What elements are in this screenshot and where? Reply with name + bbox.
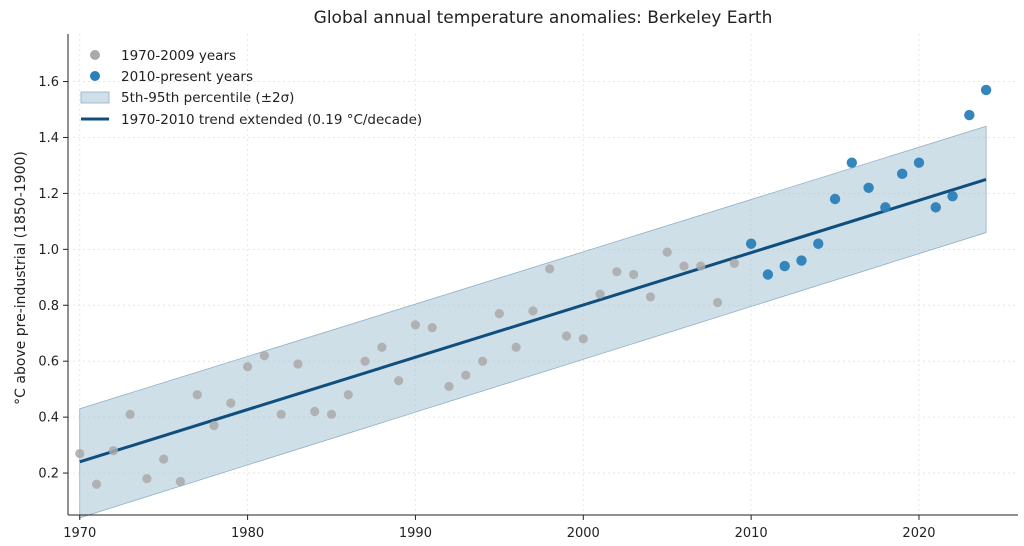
point-1970-2009	[394, 376, 404, 386]
point-2010-present	[930, 202, 941, 213]
legend-label-1970-2009: 1970-2009 years	[121, 48, 236, 64]
point-2010-present	[863, 182, 874, 194]
y-tick-label: 0.8	[38, 299, 59, 314]
point-1970-2009	[662, 247, 672, 257]
point-1970-2009	[192, 390, 202, 400]
x-tick-label: 2020	[902, 526, 935, 541]
point-1970-2009	[679, 261, 689, 271]
legend-label-percentile-band: 5th-95th percentile (±2σ)	[121, 90, 294, 106]
point-1970-2009	[729, 258, 739, 268]
point-1970-2009	[545, 264, 555, 274]
point-1970-2009	[108, 446, 118, 456]
legend-label-trend: 1970-2010 trend extended (0.19 °C/decade…	[121, 112, 422, 128]
point-2010-present	[880, 202, 891, 213]
point-1970-2009	[293, 359, 303, 369]
point-1970-2009	[494, 309, 504, 319]
point-1970-2009	[528, 306, 538, 316]
legend-marker-percentile-band	[80, 91, 110, 104]
point-1970-2009	[444, 381, 454, 391]
point-1970-2009	[142, 474, 152, 484]
legend-marker-1970-2009	[90, 50, 100, 60]
point-2010-present	[762, 269, 774, 280]
point-2010-present	[779, 260, 790, 272]
axes	[67, 34, 1018, 516]
point-2010-present	[964, 109, 975, 121]
y-axis-label: °C above pre-industrial (1850-1900)	[13, 151, 29, 405]
point-1970-2009	[712, 297, 723, 308]
x-tick-label: 2010	[735, 526, 768, 541]
point-1970-2009	[578, 334, 588, 344]
point-1970-2009	[511, 342, 521, 352]
point-1970-2009	[226, 398, 236, 408]
chart-title: Global annual temperature anomalies: Ber…	[314, 8, 773, 28]
y-tick-label: 0.6	[38, 355, 59, 370]
point-1970-2009	[91, 479, 102, 489]
point-1970-2009	[125, 409, 135, 419]
y-ticks: 0.2 0.4 0.6 0.8 1.0 1.2 1.4 1.6	[38, 75, 68, 482]
point-2010-present	[745, 238, 757, 249]
point-1970-2009	[259, 350, 269, 361]
points-layer	[75, 84, 992, 489]
point-1970-2009	[427, 323, 437, 333]
point-1970-2009	[377, 342, 387, 352]
point-1970-2009	[343, 390, 353, 400]
point-1970-2009	[242, 362, 253, 372]
point-1970-2009	[461, 370, 471, 380]
point-2010-present	[980, 84, 992, 96]
point-1970-2009	[629, 269, 639, 280]
trend-layer	[79, 177, 987, 464]
point-1970-2009	[561, 331, 572, 341]
point-2010-present	[829, 193, 841, 205]
point-1970-2009	[696, 261, 706, 271]
x-tick-label: 1980	[231, 526, 264, 541]
point-2010-present	[813, 238, 824, 249]
point-1970-2009	[645, 292, 656, 302]
point-1970-2009	[326, 409, 337, 419]
point-1970-2009	[276, 409, 286, 419]
point-1970-2009	[209, 420, 219, 431]
legend-marker-2010-present	[90, 71, 100, 81]
point-1970-2009	[159, 454, 169, 464]
x-tick-label: 1970	[63, 526, 96, 541]
point-1970-2009	[175, 476, 186, 487]
point-2010-present	[913, 157, 925, 168]
legend: 1970-2009 years 2010-present years 5th-9…	[80, 48, 422, 128]
point-2010-present	[947, 190, 958, 202]
point-1970-2009	[595, 289, 605, 299]
point-1970-2009	[612, 267, 622, 277]
point-1970-2009	[75, 448, 85, 459]
point-2010-present	[796, 255, 807, 266]
point-2010-present	[896, 168, 908, 180]
legend-label-2010-present: 2010-present years	[121, 69, 253, 85]
y-tick-label: 1.4	[38, 131, 59, 146]
y-tick-label: 1.6	[38, 75, 59, 90]
point-2010-present	[846, 157, 858, 168]
x-tick-label: 1990	[399, 526, 432, 541]
y-tick-label: 1.2	[38, 187, 59, 202]
point-1970-2009	[477, 356, 488, 366]
point-1970-2009	[360, 356, 370, 366]
trend-line	[79, 177, 987, 464]
y-tick-label: 1.0	[38, 243, 59, 258]
point-1970-2009	[410, 320, 421, 330]
point-1970-2009	[310, 406, 320, 417]
y-tick-label: 0.2	[38, 467, 59, 482]
x-ticks: 1970 1980 1990 2000 2010 2020	[63, 515, 936, 541]
y-tick-label: 0.4	[38, 411, 59, 426]
x-tick-label: 2000	[567, 526, 600, 541]
